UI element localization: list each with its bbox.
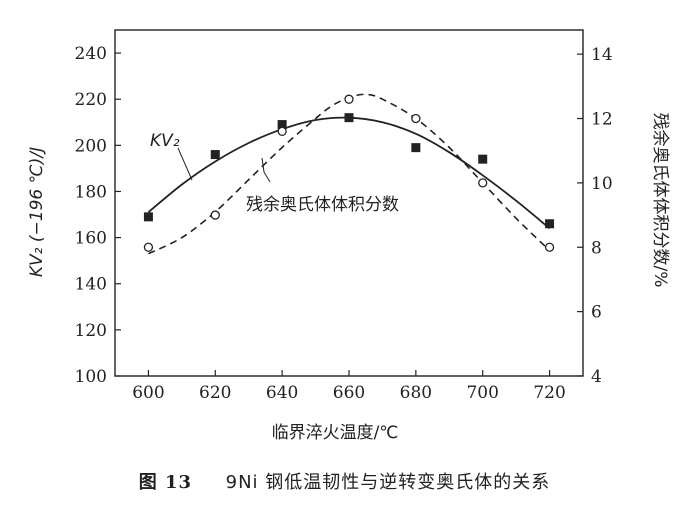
kv2-point <box>143 212 153 222</box>
x-axis-label: 临界淬火温度/℃ <box>272 423 399 443</box>
retained-austenite-point <box>544 242 555 252</box>
caption-number: 图 13 <box>138 472 193 493</box>
right-y-tick-label: 12 <box>591 110 613 130</box>
markers <box>143 94 555 252</box>
kv2-point <box>411 143 421 153</box>
left-y-tick-label: 100 <box>75 367 107 387</box>
x-tick-label: 680 <box>400 383 432 403</box>
right-y-tick-label: 14 <box>591 45 613 65</box>
retained-austenite-point <box>277 126 287 137</box>
figure-caption: 图 13 9Ni 钢低温韧性与逆转变奥氏体的关系 <box>0 468 689 494</box>
caption-title: 9Ni 钢低温韧性与逆转变奥氏体的关系 <box>225 472 551 493</box>
right-y-tick-label: 8 <box>591 238 602 258</box>
kv2-annotation: KV₂ <box>150 131 180 151</box>
x-tick-label: 700 <box>466 383 498 403</box>
right-y-tick-label: 4 <box>591 367 602 387</box>
x-axis: 600 620 640 660 680 700 720 <box>132 370 566 403</box>
left-y-axis: 100 120 140 160 180 200 220 240 <box>75 44 121 387</box>
right-y-axis: 4 6 8 10 12 14 <box>577 45 613 387</box>
ra-annotation: 残余奥氏体体积分数 <box>246 195 399 215</box>
left-y-tick-label: 200 <box>75 136 107 156</box>
right-y-tick-label: 10 <box>591 174 613 194</box>
retained-austenite-point <box>143 242 154 252</box>
left-y-tick-label: 140 <box>75 275 107 295</box>
x-tick-label: 600 <box>132 383 164 403</box>
left-y-tick-label: 120 <box>75 321 107 341</box>
left-y-tick-label: 220 <box>75 90 107 110</box>
left-y-tick-label: 180 <box>75 182 107 202</box>
right-y-axis-label: 残余奥氏体体积分数/% <box>650 113 670 288</box>
ra-leader <box>261 157 271 183</box>
kv2-point <box>478 154 488 164</box>
left-y-axis-label: KV₂ (−196 ℃)/J <box>27 147 47 277</box>
left-y-tick-label: 160 <box>75 229 107 249</box>
retained-austenite-point <box>411 113 421 124</box>
x-tick-label: 660 <box>333 383 365 403</box>
x-tick-label: 620 <box>199 383 231 403</box>
left-y-tick-label: 240 <box>75 44 107 64</box>
retained-austenite-point <box>210 210 220 220</box>
retained-austenite-point <box>478 178 488 188</box>
chart: 600 620 640 660 680 700 720 100 120 140 160 180 200… <box>27 29 670 443</box>
kv2-point <box>545 219 555 229</box>
retained-austenite-point <box>344 94 354 104</box>
x-tick-label: 640 <box>266 383 298 403</box>
right-y-tick-label: 6 <box>591 303 602 323</box>
kv2-point <box>277 120 287 130</box>
x-tick-label: 720 <box>533 383 565 403</box>
kv2-leader <box>177 147 193 181</box>
kv2-point <box>344 113 354 123</box>
kv2-point <box>210 150 220 160</box>
